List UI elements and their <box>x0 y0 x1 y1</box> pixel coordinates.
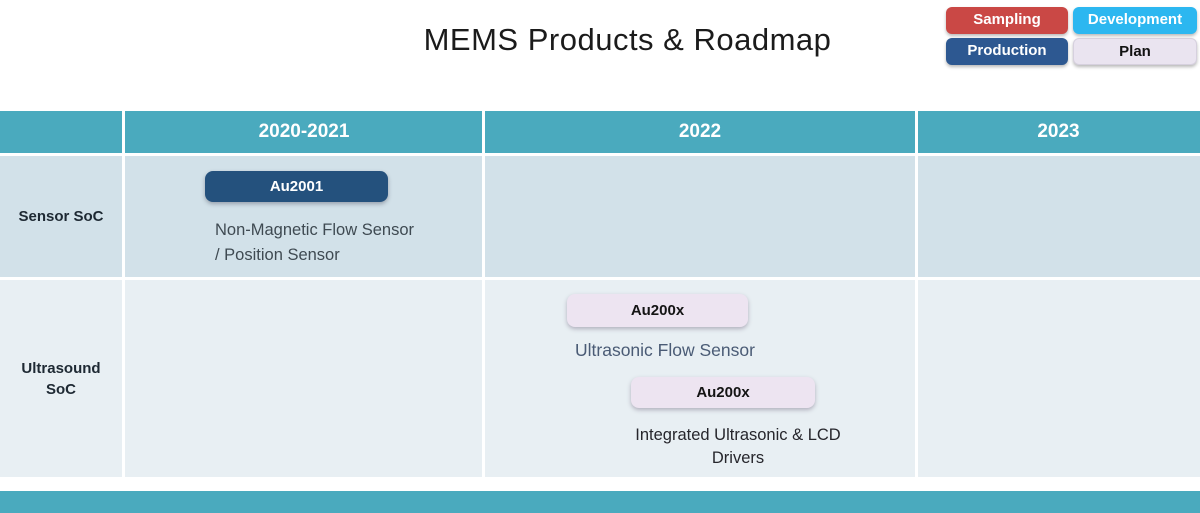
desc-line: / Position Sensor <box>215 246 340 264</box>
desc-line: Drivers <box>711 449 765 467</box>
column-divider <box>482 111 485 477</box>
desc-line: Integrated Ultrasonic & LCD <box>635 426 841 444</box>
desc-non-magnetic-flow-sensor: Non-Magnetic Flow Sensor / Position Sens… <box>215 218 414 268</box>
footer-bar <box>0 491 1200 513</box>
chip-au200x-lcd: Au200x <box>631 377 815 408</box>
column-divider <box>122 111 125 477</box>
header-cell-2022: 2022 <box>678 121 722 142</box>
legend-label-production: Production <box>967 42 1047 59</box>
chip-au2001: Au2001 <box>205 171 388 202</box>
legend-label-development: Development <box>1087 11 1183 28</box>
row-label-line: Sensor SoC <box>18 208 104 225</box>
row-label-line: SoC <box>46 380 76 398</box>
row-label-sensor-soc: Sensor SoC <box>0 156 122 277</box>
column-divider <box>915 111 918 477</box>
header-cell-2023: 2023 <box>1037 121 1080 142</box>
desc-line: Non-Magnetic Flow Sensor <box>215 221 414 239</box>
page-title: MEMS Products & Roadmap <box>423 22 832 57</box>
legend-label-plan: Plan <box>1119 43 1151 60</box>
roadmap-header-band <box>0 111 1200 153</box>
legend-label-sampling: Sampling <box>973 11 1041 28</box>
desc-integrated-ultrasonic-lcd-drivers: Integrated Ultrasonic & LCD Drivers <box>603 424 873 470</box>
header-cell-2020-2021: 2020-2021 <box>258 121 350 142</box>
sensor-soc-row-band <box>0 156 1200 277</box>
legend-chip-development: Development <box>1073 7 1197 34</box>
legend-chip-production: Production <box>946 38 1068 65</box>
row-label-line: Ultrasound <box>21 359 101 377</box>
legend-chip-sampling: Sampling <box>946 7 1068 34</box>
row-label-ultrasound-soc: Ultrasound SoC <box>0 280 122 477</box>
desc-ultrasonic-flow-sensor: Ultrasonic Flow Sensor <box>575 340 755 360</box>
legend-chip-plan: Plan <box>1073 38 1197 65</box>
chip-au200x-flow: Au200x <box>567 294 748 327</box>
